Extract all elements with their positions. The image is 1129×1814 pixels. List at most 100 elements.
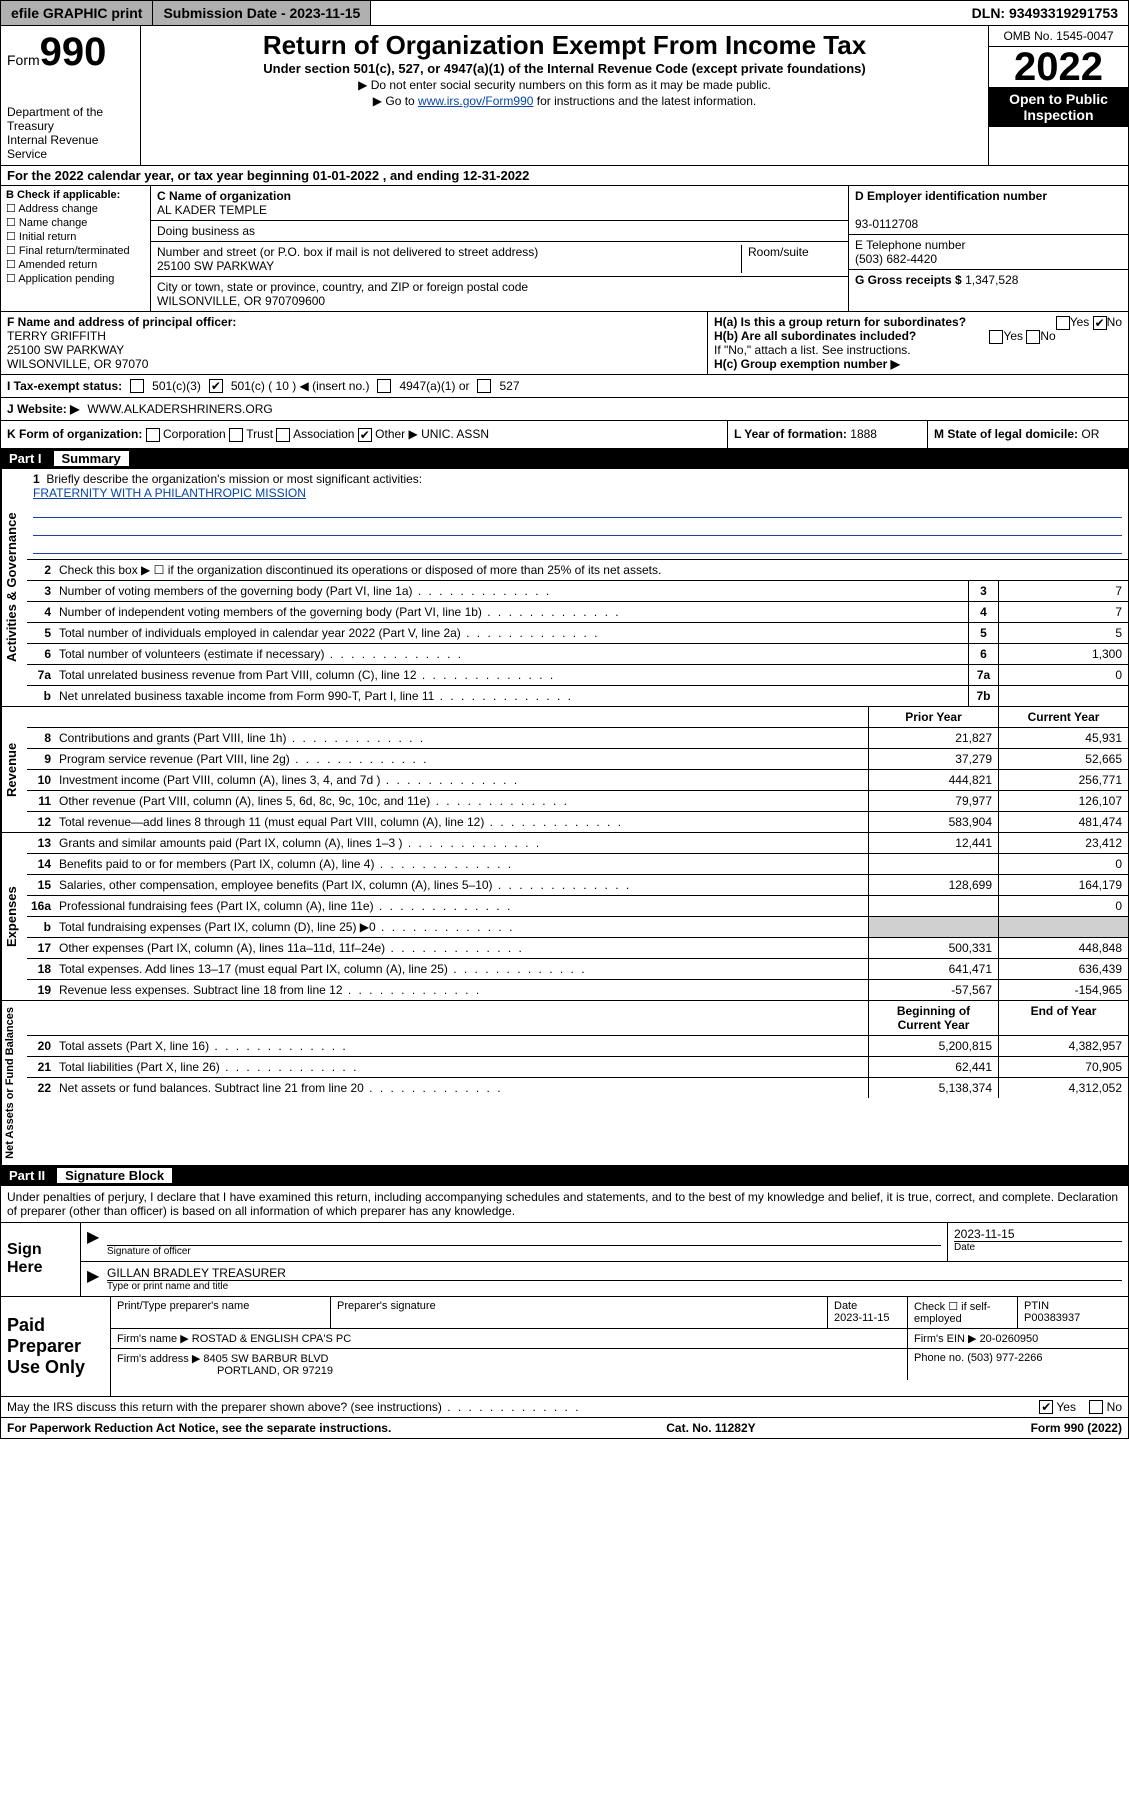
firm-phone: (503) 977-2266 <box>967 1352 1042 1364</box>
firm-ein: 20-0260950 <box>980 1333 1039 1345</box>
line-k: K Form of organization: Corporation Trus… <box>0 421 1129 449</box>
dln: DLN: 93493319291753 <box>962 1 1128 25</box>
signature-block: Under penalties of perjury, I declare th… <box>0 1186 1129 1397</box>
hb-line: H(b) Are all subordinates included? Yes … <box>714 329 1122 343</box>
chk-pending[interactable]: ☐ Application pending <box>6 272 145 285</box>
revenue-section: Revenue Prior Year Current Year 8Contrib… <box>0 707 1129 833</box>
year-formation: 1888 <box>850 427 877 441</box>
website-value: WWW.ALKADERSHRINERS.ORG <box>87 402 272 416</box>
print-name-label: Type or print name and title <box>107 1280 1122 1292</box>
paid-preparer-label: Paid Preparer Use Only <box>1 1297 111 1396</box>
open-public-badge: Open to Public Inspection <box>989 87 1128 127</box>
chk-assoc[interactable] <box>276 428 290 442</box>
footer: For Paperwork Reduction Act Notice, see … <box>0 1418 1129 1439</box>
firm-city: PORTLAND, OR 97219 <box>217 1365 333 1377</box>
form-number: Form990 <box>7 30 134 75</box>
hb-no[interactable] <box>1026 330 1040 344</box>
hb-yes[interactable] <box>989 330 1003 344</box>
end-year-header: End of Year <box>998 1001 1128 1035</box>
gross-receipts: 1,347,528 <box>965 273 1018 287</box>
officer-street: 25100 SW PARKWAY <box>7 343 124 357</box>
discuss-text: May the IRS discuss this return with the… <box>7 1400 581 1415</box>
omb-number: OMB No. 1545-0047 <box>989 26 1128 47</box>
declaration-text: Under penalties of perjury, I declare th… <box>1 1186 1128 1222</box>
irs-label: Internal Revenue Service <box>7 133 134 161</box>
netassets-section: Net Assets or Fund Balances Beginning of… <box>0 1001 1129 1166</box>
beg-year-header: Beginning of Current Year <box>868 1001 998 1035</box>
chk-address-change[interactable]: ☐ Address change <box>6 202 145 215</box>
note-ssn: ▶ Do not enter social security numbers o… <box>149 78 980 92</box>
c-name-label: C Name of organization <box>157 189 291 203</box>
discuss-row: May the IRS discuss this return with the… <box>0 1397 1129 1419</box>
city-value: WILSONVILLE, OR 970709600 <box>157 294 325 308</box>
netassets-label: Net Assets or Fund Balances <box>1 1001 27 1165</box>
tax-year-line: For the 2022 calendar year, or tax year … <box>0 166 1129 186</box>
revenue-label: Revenue <box>1 707 27 832</box>
other-val: UNIC. ASSN <box>421 427 489 441</box>
city-label: City or town, state or province, country… <box>157 280 528 294</box>
sig-date: 2023-11-15 <box>954 1227 1122 1241</box>
ein-value: 93-0112708 <box>855 217 918 231</box>
expenses-section: Expenses 13Grants and similar amounts pa… <box>0 833 1129 1001</box>
f-label: F Name and address of principal officer: <box>7 315 236 329</box>
tax-year: 2022 <box>989 47 1128 87</box>
ha-yes[interactable] <box>1056 316 1070 330</box>
footer-right: Form 990 (2022) <box>1031 1421 1122 1435</box>
top-bar: efile GRAPHIC print Submission Date - 20… <box>0 0 1129 26</box>
form-subtitle: Under section 501(c), 527, or 4947(a)(1)… <box>149 61 980 76</box>
line-j: J Website: ▶ WWW.ALKADERSHRINERS.ORG <box>0 398 1129 421</box>
footer-mid: Cat. No. 11282Y <box>666 1421 755 1435</box>
chk-other[interactable]: ✔ <box>358 428 372 442</box>
hb-note: If "No," attach a list. See instructions… <box>714 343 1122 357</box>
chk-527[interactable] <box>477 379 491 393</box>
form-title: Return of Organization Exempt From Incom… <box>149 30 980 61</box>
hc-line: H(c) Group exemption number ▶ <box>714 357 1122 371</box>
footer-left: For Paperwork Reduction Act Notice, see … <box>7 1421 391 1435</box>
prep-selfemp[interactable]: Check ☐ if self-employed <box>908 1297 1018 1328</box>
g-label: G Gross receipts $ <box>855 273 962 287</box>
submission-date: Submission Date - 2023-11-15 <box>153 1 371 25</box>
part-ii-header: Part II Signature Block <box>0 1166 1129 1186</box>
form-header: Form990 Department of the Treasury Inter… <box>0 26 1129 166</box>
room-label: Room/suite <box>742 245 842 273</box>
dept-label: Department of the Treasury <box>7 105 134 133</box>
chk-trust[interactable] <box>229 428 243 442</box>
officer-print-name: GILLAN BRADLEY TREASURER <box>107 1266 1122 1280</box>
mission-label: Briefly describe the organization's miss… <box>46 472 422 486</box>
note-link: ▶ Go to www.irs.gov/Form990 for instruct… <box>149 94 980 108</box>
sig-officer-label: Signature of officer <box>107 1245 941 1257</box>
efile-button[interactable]: efile GRAPHIC print <box>1 1 153 25</box>
identity-block: B Check if applicable: ☐ Address change … <box>0 186 1129 312</box>
chk-corp[interactable] <box>146 428 160 442</box>
chk-name-change[interactable]: ☐ Name change <box>6 216 145 229</box>
chk-501c3[interactable] <box>130 379 144 393</box>
chk-501c[interactable]: ✔ <box>209 379 223 393</box>
chk-amended[interactable]: ☐ Amended return <box>6 258 145 271</box>
discuss-yes[interactable]: ✔ <box>1039 1400 1053 1414</box>
e-label: E Telephone number <box>855 238 966 252</box>
irs-link[interactable]: www.irs.gov/Form990 <box>418 94 533 108</box>
ptin: P00383937 <box>1024 1312 1080 1324</box>
org-name: AL KADER TEMPLE <box>157 203 267 217</box>
officer-block: F Name and address of principal officer:… <box>0 312 1129 375</box>
chk-initial-return[interactable]: ☐ Initial return <box>6 230 145 243</box>
chk-final-return[interactable]: ☐ Final return/terminated <box>6 244 145 257</box>
officer-name: TERRY GRIFFITH <box>7 329 106 343</box>
arrow-icon: ▶ <box>81 1223 101 1261</box>
arrow-icon: ▶ <box>81 1262 101 1296</box>
firm-name: ROSTAD & ENGLISH CPA'S PC <box>192 1333 351 1345</box>
ha-no[interactable]: ✔ <box>1093 316 1107 330</box>
current-year-header: Current Year <box>998 707 1128 727</box>
sign-here-label: Sign Here <box>1 1223 81 1296</box>
street-value: 25100 SW PARKWAY <box>157 259 274 273</box>
prep-name-label: Print/Type preparer's name <box>111 1297 331 1328</box>
state-domicile: OR <box>1081 427 1099 441</box>
line-i: I Tax-exempt status: 501(c)(3) ✔501(c) (… <box>0 375 1129 398</box>
b-label: B Check if applicable: <box>6 189 120 201</box>
prep-sig-label: Preparer's signature <box>331 1297 828 1328</box>
d-label: D Employer identification number <box>855 189 1047 203</box>
discuss-no[interactable] <box>1089 1400 1103 1414</box>
expenses-label: Expenses <box>1 833 27 1000</box>
dba-label: Doing business as <box>157 224 255 238</box>
chk-4947[interactable] <box>377 379 391 393</box>
